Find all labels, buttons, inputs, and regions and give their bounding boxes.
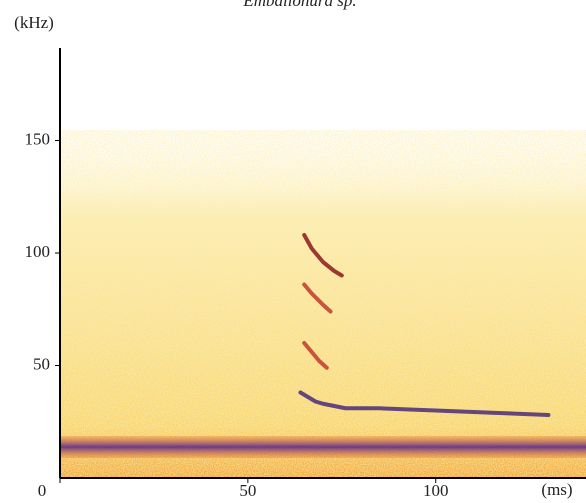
- x-tick-label: 50: [239, 481, 256, 500]
- harmonic-trace: [302, 341, 329, 370]
- x-axis-label: (ms): [541, 480, 572, 499]
- harmonic-trace: [302, 282, 333, 314]
- y-tick-label: 50: [33, 354, 50, 373]
- harmonic-trace: [302, 233, 344, 278]
- x-tick-label: 0: [38, 481, 47, 500]
- y-axis-label: (kHz): [14, 13, 54, 32]
- harmonic-trace: [298, 390, 551, 417]
- y-tick-label: 150: [25, 129, 51, 148]
- x-tick-label: 100: [423, 481, 449, 500]
- chart-title: Emballonura sp.: [242, 0, 356, 10]
- low-frequency-band: [60, 436, 586, 458]
- y-tick-label: 100: [25, 242, 51, 261]
